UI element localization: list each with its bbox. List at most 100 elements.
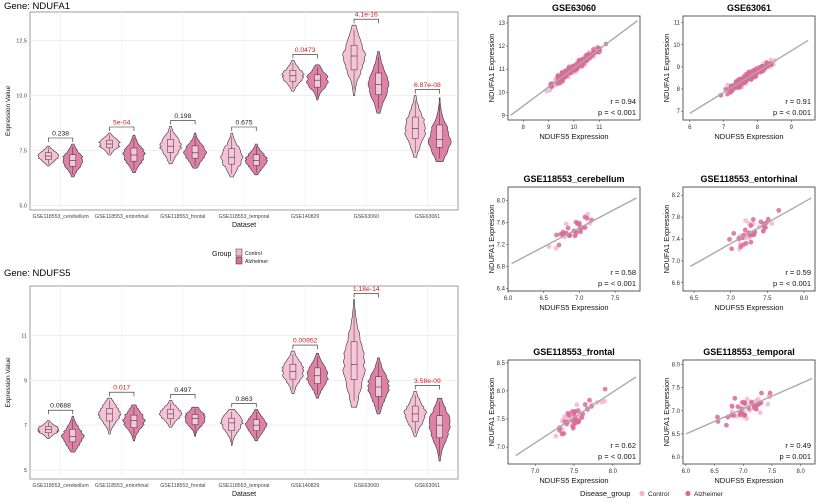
box-iqr (167, 139, 174, 153)
legend-key-control (639, 490, 645, 497)
point-alzheimer (715, 414, 720, 420)
y-tick-label: 5.0 (19, 204, 27, 210)
r-value: r = 0.94 (610, 97, 636, 106)
pvalue-label: 0.238 (52, 131, 69, 138)
box-iqr (106, 408, 113, 422)
pvalue-bracket (292, 344, 318, 350)
plot-area (507, 186, 641, 292)
y-tick-label: 11 (499, 67, 506, 73)
pvalue-label: 6.87e-08 (414, 82, 441, 89)
p-value: p = < 0.001 (773, 108, 811, 117)
x-tick-label: 7.0 (739, 469, 748, 475)
x-tick-label: 7.0 (575, 296, 584, 302)
panel-title: Gene: NDUFA1 (4, 1, 70, 12)
x-axis-label: NDUFS5 Expression (539, 476, 608, 485)
x-tick-label: 6.5 (690, 296, 699, 302)
pvalue-label: 0.0473 (295, 47, 316, 54)
x-tick-label: 7 (722, 125, 726, 131)
y-tick-label: 12.5 (16, 39, 27, 45)
pvalue-bracket (109, 126, 135, 131)
pvalue-label: 0.198 (174, 113, 191, 120)
y-tick-label: 12 (498, 44, 505, 50)
pvalue-bracket (109, 391, 135, 397)
y-tick-label: 10 (673, 43, 680, 49)
box-iqr (130, 414, 138, 428)
point-alzheimer (742, 227, 748, 233)
point-control (757, 410, 763, 416)
pvalue-label: 0.675 (235, 120, 252, 127)
point-alzheimer (748, 77, 754, 82)
point-alzheimer (729, 246, 735, 252)
legend-title: Group (212, 251, 232, 258)
y-tick-label: 9 (502, 113, 506, 119)
point-alzheimer (738, 244, 744, 250)
box-iqr (69, 429, 77, 443)
pvalue-label: 0.017 (113, 385, 130, 392)
x-tick-label: 7.5 (570, 469, 579, 475)
x-tick-label: 7.5 (611, 296, 620, 302)
pvalue-bracket (414, 89, 440, 94)
y-tick-label: 9 (677, 65, 681, 71)
box-iqr (191, 414, 199, 425)
regression-line (685, 377, 813, 435)
box-iqr (375, 72, 382, 95)
x-axis-label: Dataset (232, 491, 256, 498)
point-alzheimer (728, 90, 733, 95)
regression-line (511, 197, 637, 265)
x-tick-label: 9 (790, 125, 794, 131)
x-tick-label: GSE118553_frontal (160, 214, 205, 220)
plot-area (682, 186, 816, 292)
x-tick-label: GSE118553_temporal (219, 483, 270, 489)
y-tick-label: 7.0 (497, 445, 506, 451)
y-axis-label: NDUFA1 Expression (662, 205, 671, 274)
regression-line (515, 376, 637, 457)
y-tick-label: 8.5 (497, 361, 506, 367)
y-tick-label: 7.5 (497, 417, 506, 423)
point-control (574, 402, 580, 408)
point-alzheimer (575, 408, 581, 413)
point-alzheimer (724, 422, 729, 428)
regression-line (510, 20, 638, 116)
violin-panel-0: Gene: NDUFA1 5.0 7.5 10.0 12.5 0.238 GSE118553… (4, 1, 459, 265)
box-iqr (375, 376, 382, 397)
x-tick-label: 8 (756, 125, 760, 131)
pvalue-bracket (414, 385, 440, 390)
p-value: p = 0.001 (780, 452, 812, 461)
point-alzheimer (758, 219, 764, 225)
point-alzheimer (572, 233, 578, 239)
y-tick-label: 8.0 (672, 363, 681, 369)
y-tick-label: 7.0 (672, 259, 681, 265)
x-tick-label: 11 (596, 125, 603, 131)
panel-title: GSE63060 (552, 3, 596, 13)
p-value: p = < 0.001 (773, 279, 811, 288)
legend-label: Control (648, 491, 670, 498)
x-tick-label: GSE63060 (354, 483, 379, 489)
group-legend: Group Control Alzheimer (212, 248, 268, 265)
x-tick-label: GSE63061 (415, 214, 440, 220)
point-alzheimer (559, 70, 565, 76)
y-tick-label: 10 (498, 90, 505, 96)
pvalue-label: 1.18e-14 (353, 286, 380, 293)
point-alzheimer (570, 423, 576, 429)
box-iqr (350, 44, 358, 71)
x-tick-label: 9 (547, 125, 551, 131)
point-control (755, 396, 761, 402)
y-tick-label: 13 (498, 21, 505, 27)
x-tick-label: GSE140829 (291, 483, 319, 489)
y-tick-label: 8.0 (497, 389, 506, 395)
point-control (546, 244, 552, 249)
r-value: r = 0.59 (785, 268, 811, 277)
y-tick-label: 11 (674, 21, 681, 27)
panel-title: GSE63061 (727, 3, 771, 13)
point-alzheimer (576, 418, 582, 424)
x-tick-label: 6.5 (710, 469, 719, 475)
y-tick-label: 7 (677, 109, 681, 115)
x-tick-label: GSE63060 (354, 214, 379, 220)
y-tick-label: 7.6 (497, 221, 506, 227)
y-axis-label: NDUFA1 Expression (662, 378, 671, 447)
point-alzheimer (750, 217, 756, 222)
y-axis-label: NDUFA1 Expression (487, 378, 496, 447)
pvalue-bracket (353, 293, 379, 298)
pvalue-label: 3.58e-09 (414, 378, 441, 385)
pvalue-label: 0.0688 (50, 403, 71, 410)
